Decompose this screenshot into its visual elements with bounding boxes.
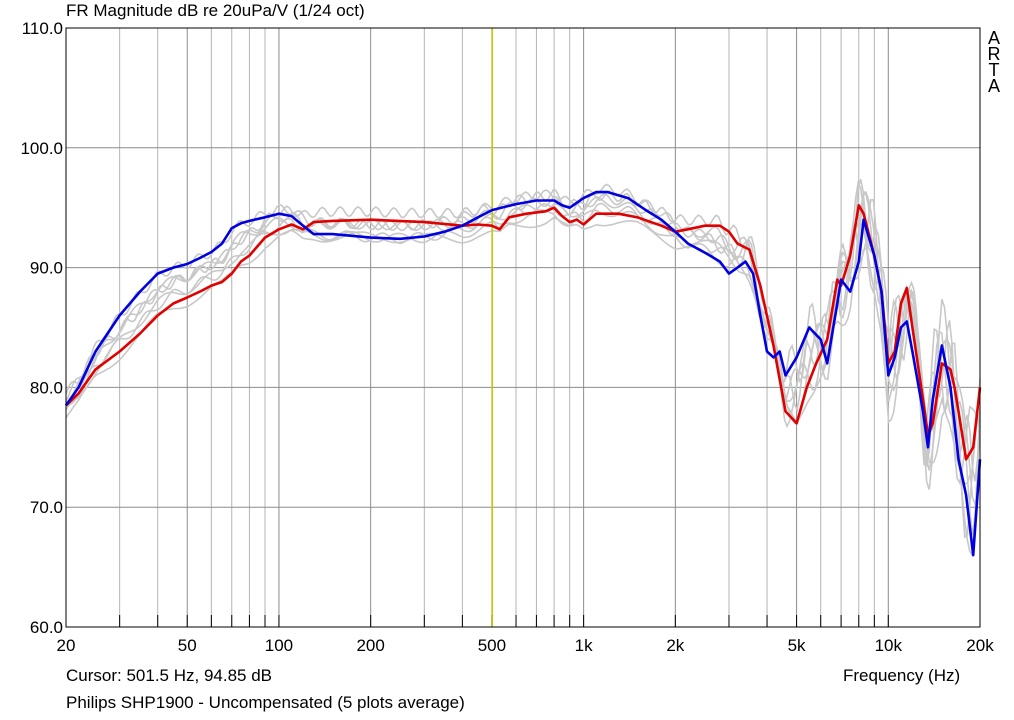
series-line bbox=[65, 204, 982, 461]
individual-measurement-traces bbox=[65, 179, 981, 558]
x-tick-label: 10k bbox=[875, 636, 903, 655]
y-tick-label: 110.0 bbox=[22, 19, 63, 38]
gray-measurement-trace bbox=[65, 179, 981, 482]
x-tick-label: 500 bbox=[478, 636, 506, 655]
plot-frame bbox=[65, 27, 981, 628]
logo-letter: A bbox=[987, 76, 1000, 96]
cursor-readout: Cursor: 501.5 Hz, 94.85 dB bbox=[66, 666, 273, 685]
tick-labels: 60.0 70.0 80.0 90.0 100.0 110.0 20 50 100 200 500 1… bbox=[20, 19, 994, 655]
gray-measurement-trace bbox=[65, 183, 981, 539]
x-tick-label: 100 bbox=[265, 636, 293, 655]
logo-letter: T bbox=[988, 60, 1000, 80]
y-tick-label: 90.0 bbox=[30, 259, 63, 278]
y-tick-label: 70.0 bbox=[30, 498, 63, 517]
x-tick-label: 50 bbox=[178, 636, 197, 655]
gray-measurement-trace bbox=[65, 190, 981, 506]
chart-title: FR Magnitude dB re 20uPa/V (1/24 oct) bbox=[66, 1, 365, 20]
measurement-caption: Philips SHP1900 - Uncompensated (5 plots… bbox=[66, 693, 465, 712]
x-tick-label: 2k bbox=[666, 636, 684, 655]
y-tick-label: 80.0 bbox=[30, 378, 63, 397]
logo-letter: R bbox=[987, 44, 1001, 64]
series-line bbox=[64, 190, 982, 557]
series-layer bbox=[64, 190, 982, 557]
gray-measurement-trace bbox=[65, 180, 981, 490]
x-tick-label: 20 bbox=[57, 636, 76, 655]
x-axis-label: Frequency (Hz) bbox=[843, 666, 961, 685]
y-tick-label: 100.0 bbox=[20, 139, 63, 158]
y-tick-label: 60.0 bbox=[30, 618, 63, 637]
x-tick-label: 1k bbox=[575, 636, 593, 655]
logo-letter: A bbox=[987, 28, 1000, 48]
gray-measurement-trace bbox=[65, 196, 981, 558]
grid-lines bbox=[65, 27, 981, 628]
arta-logo: A R T A bbox=[984, 28, 1004, 96]
x-tick-label: 20k bbox=[966, 636, 994, 655]
x-tick-label: 200 bbox=[356, 636, 384, 655]
x-tick-label: 5k bbox=[788, 636, 806, 655]
